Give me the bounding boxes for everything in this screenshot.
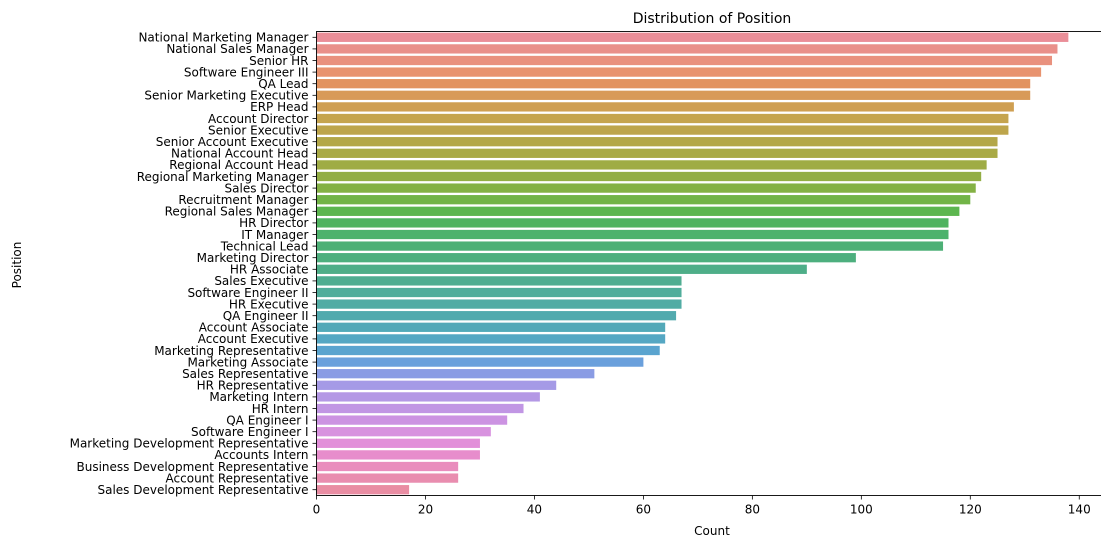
x-tick-label: 120 <box>959 503 982 517</box>
bar <box>316 253 856 263</box>
y-tick-label: Account Director <box>208 112 309 126</box>
y-tick-label: Sales Director <box>225 181 309 195</box>
bar <box>316 311 677 321</box>
bar <box>316 450 480 460</box>
bar <box>316 485 410 495</box>
bar <box>316 32 1069 42</box>
x-tick-label: 60 <box>636 503 651 517</box>
bar <box>316 55 1053 66</box>
y-axis-label: Position <box>10 242 24 289</box>
y-tick-label: Sales Development Representative <box>97 483 308 497</box>
x-tick-label: 100 <box>850 503 873 517</box>
y-tick-label: HR Director <box>239 216 308 230</box>
y-tick-label: Software Engineer II <box>187 286 308 300</box>
bar <box>316 345 660 356</box>
y-tick-label: Account Executive <box>198 332 309 346</box>
bar <box>316 218 949 228</box>
bar <box>316 427 491 437</box>
bar <box>316 461 459 472</box>
chart-title: Distribution of Position <box>633 11 792 27</box>
y-tick-label: Marketing Representative <box>154 344 308 358</box>
bar <box>316 44 1058 54</box>
x-tick-label: 40 <box>527 503 542 517</box>
x-ticks: 0 20 40 60 80 100 120 140 <box>313 495 1091 517</box>
y-tick-label: National Marketing Manager <box>138 31 308 45</box>
bar <box>316 276 682 286</box>
x-tick-label: 80 <box>745 503 760 517</box>
y-tick-label: Technical Lead <box>220 239 309 253</box>
y-tick-label: Software Engineer III <box>184 65 309 79</box>
y-tick-label: Regional Marketing Manager <box>137 170 309 184</box>
bar <box>316 171 982 182</box>
bar <box>316 473 459 483</box>
bar <box>316 438 480 448</box>
bar <box>316 183 976 193</box>
y-tick-label: HR Representative <box>197 379 309 393</box>
y-tick-label: Senior Marketing Executive <box>144 89 308 103</box>
y-tick-label: QA Lead <box>258 77 308 91</box>
y-tick-label: Regional Account Head <box>169 158 308 172</box>
bar <box>316 67 1042 77</box>
bar <box>316 299 682 309</box>
plot-frame <box>316 31 1101 496</box>
bar <box>316 125 1009 135</box>
y-tick-label: ERP Head <box>250 100 308 114</box>
bar <box>316 206 960 216</box>
y-tick-label: Account Representative <box>166 471 309 485</box>
y-tick-label: Senior Executive <box>208 123 308 137</box>
bar <box>316 148 998 158</box>
y-tick-label: IT Manager <box>241 228 308 242</box>
y-tick-label: Accounts Intern <box>214 448 308 462</box>
bar <box>316 137 998 147</box>
y-tick-label: Regional Sales Manager <box>165 205 309 219</box>
bar <box>316 392 540 402</box>
y-tick-label: Senior Account Executive <box>156 135 309 149</box>
y-tick-label: National Account Head <box>171 147 308 161</box>
bar <box>316 113 1009 124</box>
y-tick-label: Account Associate <box>199 321 309 335</box>
y-tick-label: HR Associate <box>230 263 309 277</box>
y-tick-label: Marketing Director <box>197 251 309 265</box>
y-tick-label: Marketing Associate <box>187 355 308 369</box>
x-axis-label: Count <box>694 524 730 538</box>
y-tick-label: HR Executive <box>229 297 309 311</box>
y-tick-label: Software Engineer I <box>191 425 309 439</box>
bars-group <box>316 32 1069 495</box>
bar <box>316 334 666 344</box>
y-tick-label: QA Engineer I <box>226 413 308 427</box>
y-tick-label: Business Development Representative <box>76 460 308 474</box>
y-tick-label: HR Intern <box>252 402 309 416</box>
x-tick-label: 140 <box>1068 503 1091 517</box>
y-tick-label: QA Engineer II <box>223 309 309 323</box>
bar <box>316 160 987 170</box>
x-tick-label: 0 <box>313 503 321 517</box>
bar <box>316 90 1031 100</box>
y-tick-label: Marketing Development Representative <box>70 437 309 451</box>
bar <box>316 79 1031 89</box>
bar <box>316 322 666 332</box>
bar <box>316 102 1014 112</box>
bar <box>316 369 595 379</box>
bar <box>316 357 644 367</box>
bar <box>316 287 682 298</box>
y-tick-label: Recruitment Manager <box>178 193 308 207</box>
y-tick-label: Marketing Intern <box>209 390 308 404</box>
y-tick-label: National Sales Manager <box>166 42 308 56</box>
y-tick-label: Sales Executive <box>214 274 308 288</box>
bar <box>316 415 508 425</box>
y-tick-label: Senior HR <box>249 54 308 68</box>
bar <box>316 380 557 390</box>
bar <box>316 195 971 205</box>
bar <box>316 264 807 274</box>
x-tick-label: 20 <box>418 503 433 517</box>
y-tick-label: Sales Representative <box>182 367 308 381</box>
bar <box>316 241 944 251</box>
bar <box>316 403 524 414</box>
bar <box>316 229 949 240</box>
